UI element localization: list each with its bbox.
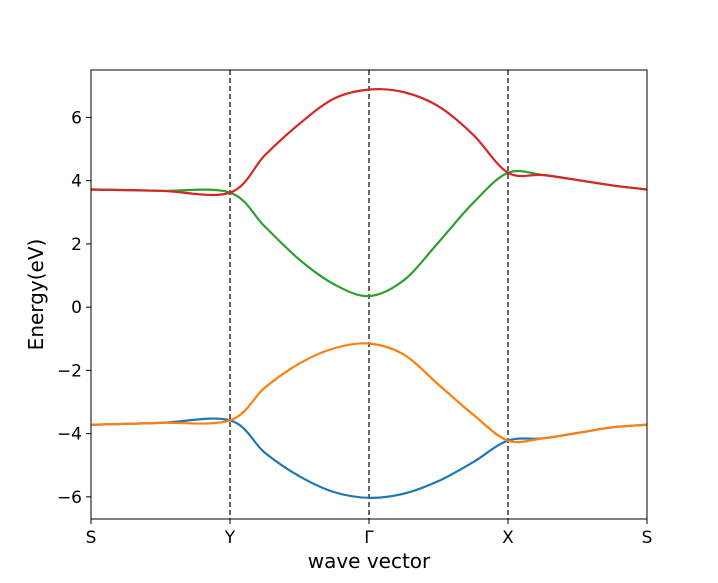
high-symmetry-lines (229, 70, 509, 519)
y-tick-label: −6 (57, 488, 82, 508)
x-tick-label: S (86, 528, 97, 548)
x-axis-label: wave vector (308, 549, 431, 573)
x-tick-label: Y (224, 528, 236, 548)
y-tick-label: 4 (71, 172, 82, 192)
y-tick-label: 0 (71, 298, 82, 318)
y-axis-label: Energy(eV) (24, 239, 48, 351)
y-tick-label: −4 (57, 425, 82, 445)
x-tick-label: X (502, 528, 514, 548)
band-line (90, 342, 648, 444)
band-line (90, 88, 648, 197)
y-tick-label: 2 (71, 235, 82, 255)
x-tick-label: S (642, 528, 653, 548)
y-tick-label: 6 (71, 108, 82, 128)
y-axis-ticks: −6 −4 −2 0 2 4 6 (57, 108, 91, 508)
x-tick-label: Γ (364, 528, 374, 548)
y-tick-label: −2 (57, 361, 82, 381)
band-series (90, 88, 648, 499)
